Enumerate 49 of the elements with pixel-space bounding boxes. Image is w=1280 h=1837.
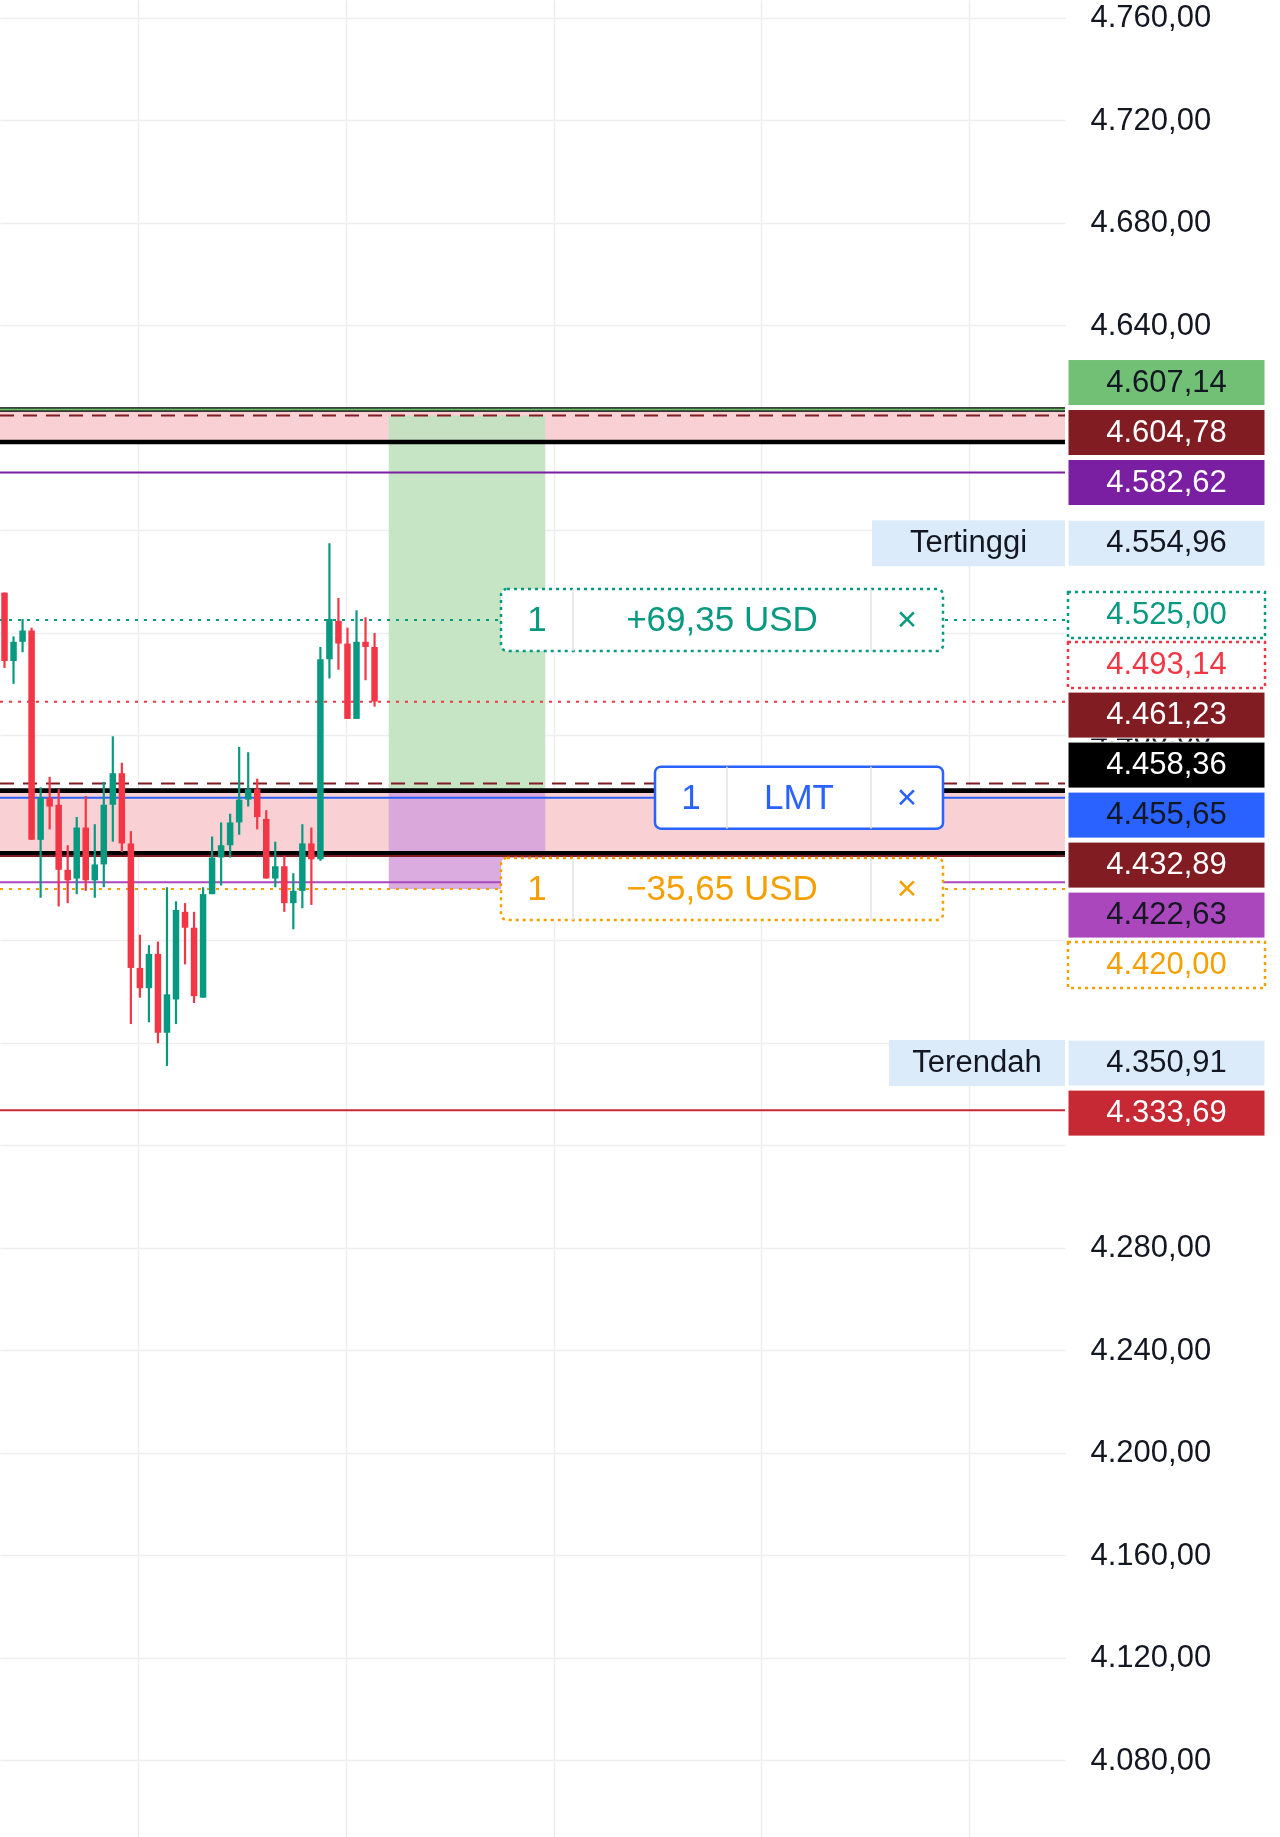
- candlestick: [308, 826, 315, 907]
- y-tick-label: 4.760,00: [1090, 0, 1212, 35]
- ref-line-label: 4.582,62: [1106, 463, 1227, 499]
- candlestick: [290, 872, 297, 931]
- annotation: ×: [896, 776, 918, 816]
- candlestick: [64, 844, 71, 905]
- y-tick-label: 4.680,00: [1090, 204, 1212, 240]
- text: 4.350,91: [1106, 1044, 1227, 1080]
- candlestick: [244, 751, 252, 808]
- y-tick-label: 4.080,00: [1090, 1741, 1212, 1777]
- annotation: Tertinggi: [909, 524, 1028, 560]
- annotation: 1: [527, 868, 547, 908]
- annotation: Terendah: [912, 1044, 1042, 1080]
- candlestick: [362, 616, 369, 682]
- y-tick-label: 4.240,00: [1090, 1331, 1212, 1367]
- ref-line-label: 4.604,78: [1106, 413, 1227, 449]
- annotation: 1: [681, 776, 701, 816]
- ref-line-label: 4.525,00: [1106, 596, 1227, 632]
- annotation: 1: [527, 599, 547, 639]
- candlestick: [136, 933, 144, 999]
- annotation: +69,35 USD: [626, 599, 818, 639]
- candlestick: [91, 823, 99, 899]
- ref-line-label: 4.432,89: [1106, 846, 1227, 882]
- ref-line-label: 4.333,69: [1106, 1094, 1227, 1130]
- candlestick: [10, 635, 17, 685]
- annotation: −35,65 USD: [626, 868, 818, 908]
- ref-line-label: 4.422,63: [1106, 896, 1227, 932]
- y-tick-label: 4.120,00: [1090, 1639, 1212, 1675]
- candlestick: [272, 840, 279, 889]
- y-tick-label: 4.200,00: [1090, 1434, 1212, 1470]
- candlestick: [335, 596, 342, 671]
- y-tick-label: 4.160,00: [1090, 1536, 1212, 1572]
- candlestick: [181, 902, 189, 966]
- ref-line-label: 4.455,65: [1106, 796, 1227, 832]
- annotation: LMT: [764, 776, 834, 816]
- ref-line-label: 4.493,14: [1106, 646, 1227, 682]
- y-tick-label: 4.280,00: [1090, 1229, 1212, 1265]
- candlestick: [226, 812, 234, 859]
- ref-line-label: 4.607,14: [1106, 363, 1227, 399]
- ref-line-label: 4.420,00: [1106, 946, 1227, 982]
- ref-line-label: 4.461,23: [1106, 696, 1227, 732]
- text: 4.554,96: [1106, 524, 1227, 560]
- ref-line-label: 4.458,36: [1106, 746, 1227, 782]
- annotation: ×: [896, 599, 918, 639]
- y-tick-label: 4.720,00: [1090, 101, 1212, 137]
- candlestick: [46, 775, 53, 831]
- candlestick: [217, 821, 225, 887]
- annotation: ×: [896, 868, 918, 908]
- y-tick-label: 4.640,00: [1090, 306, 1212, 342]
